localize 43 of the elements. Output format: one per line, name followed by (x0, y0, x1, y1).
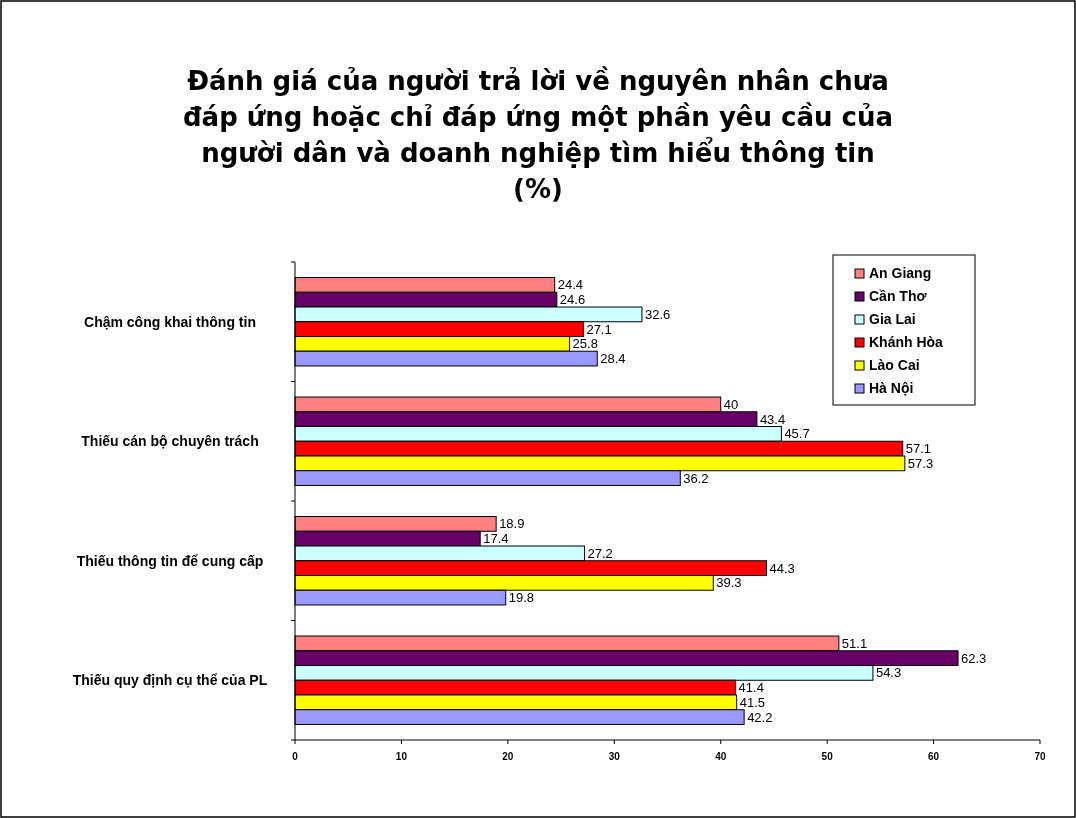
data-label: 41.4 (738, 680, 764, 696)
data-label: 18.9 (499, 516, 525, 532)
legend-label: Khánh Hòa (869, 334, 944, 351)
x-tick-label: 50 (821, 751, 834, 762)
data-label: 17.4 (483, 531, 509, 547)
data-label: 44.3 (769, 560, 795, 576)
data-label: 27.1 (586, 321, 612, 337)
data-label: 28.4 (600, 351, 626, 367)
data-label: 36.2 (683, 470, 709, 486)
y-tick-label: Thiếu cán bộ chuyên trách (81, 433, 259, 450)
data-label: 24.6 (559, 292, 586, 308)
data-label: 40 (723, 396, 739, 412)
data-label: 45.7 (784, 426, 810, 442)
data-label: 27.2 (587, 545, 613, 561)
legend-label: Gia Lai (869, 311, 916, 328)
data-label: 54.3 (875, 665, 902, 681)
data-label: 57.3 (907, 455, 934, 471)
x-tick-label: 30 (608, 751, 621, 762)
data-label: 25.8 (572, 336, 598, 352)
data-label: 62.3 (961, 650, 987, 666)
legend-label: Lào Cai (869, 357, 920, 374)
y-tick-label: Thiếu quy định cụ thể của PL (72, 672, 268, 689)
legend-label: Cần Thơ (869, 288, 927, 305)
data-label: 32.6 (644, 306, 671, 322)
y-tick-label: Chậm công khai thông tin (84, 313, 256, 330)
x-tick-label: 0 (292, 751, 299, 762)
x-tick-label: 10 (395, 751, 408, 762)
data-label: 43.4 (759, 411, 786, 427)
data-label: 42.2 (747, 709, 773, 725)
x-tick-label: 40 (715, 751, 727, 762)
data-label: 39.3 (716, 575, 742, 591)
data-label: 41.5 (739, 694, 765, 710)
data-label: 51.1 (841, 635, 868, 651)
chart-title: Đánh giá của người trả lời về nguyên nhân chưa đáp ứng hoặc chỉ đáp ứng một phần yêu cầu của người dân và doanh nghiệp tìm hiểu thông tin (%) (182, 66, 894, 204)
legend-label: An Giang (869, 265, 932, 282)
x-tick-label: 60 (928, 751, 940, 762)
y-tick-label: Thiếu thông tin để cung cấp (76, 552, 264, 569)
x-tick-label: 20 (502, 751, 514, 762)
data-label: 19.8 (508, 590, 535, 606)
data-label: 57.1 (905, 441, 932, 457)
data-label: 24.4 (557, 277, 583, 293)
legend-label: Hà Nội (869, 380, 914, 397)
x-tick-label: 70 (1034, 751, 1046, 762)
